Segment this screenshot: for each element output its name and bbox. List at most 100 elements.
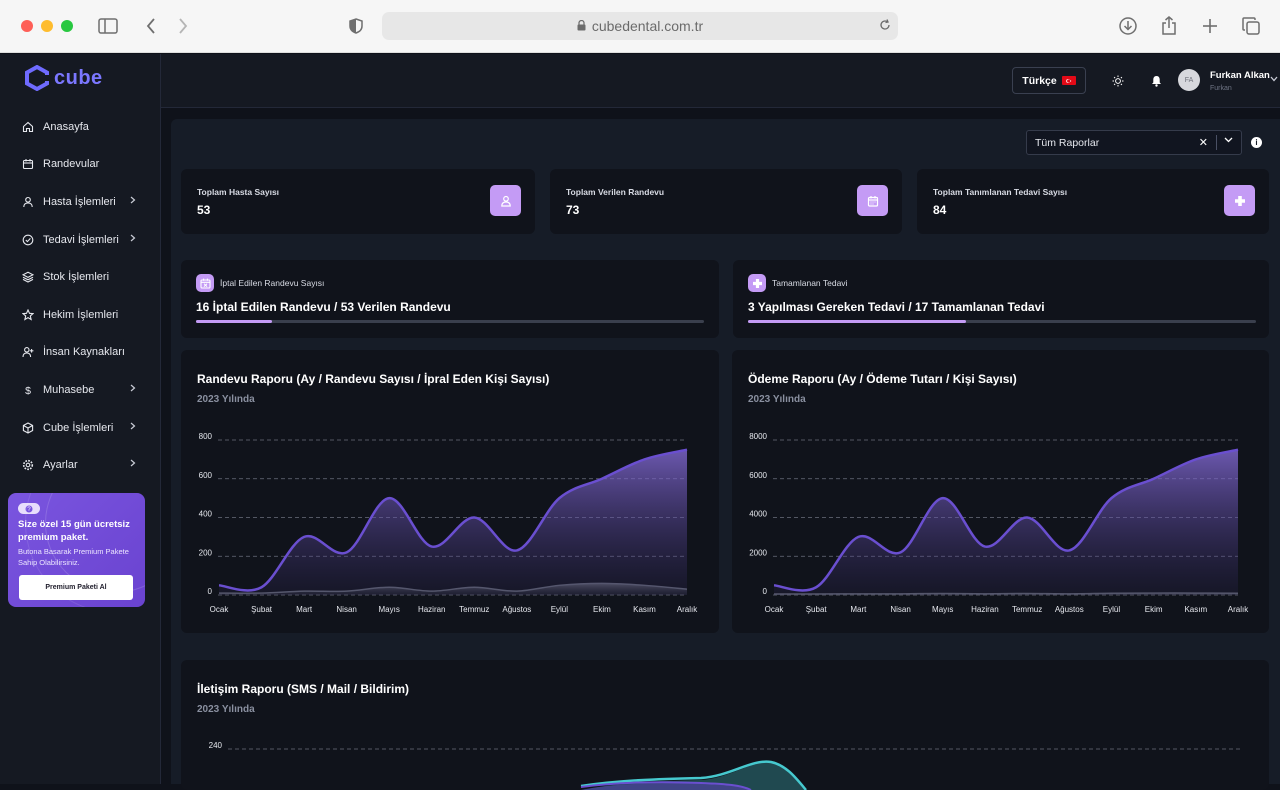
shield-icon[interactable]	[344, 14, 368, 38]
progress-bar-track	[196, 320, 704, 323]
back-icon[interactable]	[139, 14, 163, 38]
sidebar-item-4[interactable]: Stok İşlemleri	[0, 258, 160, 296]
sidebar-item-label: Hekim İşlemleri	[43, 308, 119, 321]
x-tick-label: Mart	[296, 605, 313, 614]
chevron-right-icon	[130, 459, 136, 470]
y-tick-label: 240	[209, 741, 223, 750]
language-label: Türkçe	[1022, 74, 1057, 87]
x-tick-label: Haziran	[971, 605, 999, 614]
y-tick-label: 4000	[749, 510, 767, 519]
chart-title: Ödeme Raporu (Ay / Ödeme Tutarı / Kişi S…	[748, 372, 1017, 386]
progress-bar-fill	[196, 320, 273, 323]
brand-name: cube	[54, 66, 103, 89]
select-divider	[1216, 135, 1217, 150]
sidebar-item-6[interactable]: İnsan Kaynakları	[0, 334, 160, 372]
appointment-report-card: Randevu Raporu (Ay / Randevu Sayısı / İp…	[181, 350, 719, 633]
sidebar-item-1[interactable]: Randevular	[0, 146, 160, 184]
forward-icon[interactable]	[171, 14, 195, 38]
star-icon	[22, 308, 34, 321]
progress-header: Tamamlanan Tedavi	[748, 274, 847, 292]
user-plus-icon	[22, 346, 34, 358]
turkey-flag-icon	[1061, 76, 1076, 85]
premium-buy-button[interactable]: Premium Paketi Al	[19, 575, 133, 600]
y-tick-label: 6000	[749, 471, 767, 480]
sidebar-item-2[interactable]: Hasta İşlemleri	[0, 183, 160, 221]
info-icon[interactable]: i	[1251, 137, 1262, 148]
user-name[interactable]: Furkan Alkan	[1210, 70, 1270, 81]
sidebar-item-0[interactable]: Anasayfa	[0, 108, 160, 146]
user-role: Furkan	[1210, 85, 1232, 92]
stat-value: 84	[933, 203, 947, 217]
x-tick-label: Ocak	[210, 605, 230, 614]
sidebar-toggle-icon[interactable]	[96, 14, 120, 38]
x-tick-label: Şubat	[251, 605, 273, 614]
chevron-down-icon[interactable]	[1224, 135, 1233, 145]
x-tick-label: Eylül	[1103, 605, 1121, 614]
stat-value: 53	[197, 203, 211, 217]
contact-report-chart: 240	[209, 741, 1243, 790]
sidebar-nav: Anasayfa Randevular Hasta İşlemleri Tedavi …	[0, 108, 160, 484]
share-icon[interactable]	[1157, 14, 1181, 38]
x-tick-label: Şubat	[806, 605, 828, 614]
sidebar-item-label: Muhasebe	[43, 383, 95, 396]
sidebar-item-label: Randevular	[43, 158, 100, 171]
progress-bar-track	[748, 320, 1256, 323]
stat-value: 73	[566, 203, 580, 217]
tabs-overview-icon[interactable]	[1239, 14, 1263, 38]
reload-icon[interactable]	[878, 18, 892, 35]
sidebar-item-label: Ayarlar	[43, 459, 78, 472]
x-tick-label: Ağustos	[502, 605, 531, 614]
close-window-button[interactable]	[21, 20, 33, 32]
calendar-x-icon	[196, 274, 214, 292]
url-text: cubedental.com.tr	[591, 18, 704, 34]
series-line-0	[773, 448, 1239, 592]
stat-label: Toplam Hasta Sayısı	[197, 187, 280, 197]
stat-label: Toplam Tanımlanan Tedavi Sayısı	[933, 187, 1068, 197]
theme-toggle-icon[interactable]	[1111, 74, 1125, 88]
chart-subtitle: 2023 Yılında	[197, 704, 255, 715]
chevron-down-icon[interactable]	[1270, 74, 1278, 84]
sidebar-item-5[interactable]: Hekim İşlemleri	[0, 296, 160, 334]
brand-logo[interactable]: cube	[24, 65, 103, 91]
stat-card-treatments: Toplam Tanımlanan Tedavi Sayısı 84	[917, 169, 1269, 234]
address-bar[interactable]: cubedental.com.tr	[382, 12, 898, 40]
plus-icon	[1224, 185, 1255, 216]
stat-label: Toplam Verilen Randevu	[566, 187, 665, 197]
bell-icon[interactable]	[1149, 74, 1163, 88]
series-line-teal	[580, 760, 807, 790]
maximize-window-button[interactable]	[61, 20, 73, 32]
series-area-0	[219, 449, 687, 595]
x-tick-label: Ekim	[593, 605, 611, 614]
payment-report-chart: 0 2000 4000 6000 8000 Ocak Şubat Mart Nisan Mayıs…	[749, 432, 1249, 614]
x-tick-label: Mart	[850, 605, 867, 614]
progress-header: İptal Edilen Randevu Sayısı	[196, 274, 324, 292]
x-tick-label: Ekim	[1145, 605, 1163, 614]
top-header: Türkçe FA Furkan Alkan Furkan	[161, 54, 1280, 108]
download-icon[interactable]	[1116, 14, 1140, 38]
chevron-right-icon	[130, 422, 136, 433]
sidebar-item-label: Anasayfa	[43, 120, 89, 133]
report-filter-select[interactable]: Tüm Raporlar ✕	[1026, 130, 1242, 155]
avatar[interactable]: FA	[1178, 69, 1200, 91]
x-tick-label: Aralık	[1228, 605, 1249, 614]
new-tab-icon[interactable]	[1198, 14, 1222, 38]
sidebar-item-7[interactable]: $ Muhasebe	[0, 371, 160, 409]
sidebar-item-label: Hasta İşlemleri	[43, 195, 116, 208]
series-area-0	[774, 449, 1238, 595]
progress-text: 16 İptal Edilen Randevu / 53 Verilen Ran…	[196, 300, 451, 314]
contact-report-card: İletişim Raporu (SMS / Mail / Bildirim) …	[181, 660, 1269, 790]
language-selector[interactable]: Türkçe	[1012, 67, 1086, 94]
report-filter-value: Tüm Raporlar	[1035, 136, 1100, 149]
clear-icon[interactable]: ✕	[1198, 137, 1208, 149]
sidebar-item-8[interactable]: Cube İşlemleri	[0, 409, 160, 447]
sidebar-item-3[interactable]: Tedavi İşlemleri	[0, 221, 160, 259]
x-tick-label: Temmuz	[1012, 605, 1042, 614]
x-tick-label: Aralık	[677, 605, 698, 614]
sidebar-item-9[interactable]: Ayarlar	[0, 446, 160, 484]
chart-subtitle: 2023 Yılında	[748, 394, 806, 405]
sidebar-item-label: Cube İşlemleri	[43, 421, 114, 434]
progress-label: Tamamlanan Tedavi	[772, 278, 848, 288]
minimize-window-button[interactable]	[41, 20, 53, 32]
x-tick-label: Eylül	[551, 605, 569, 614]
y-tick-label: 400	[199, 510, 213, 519]
